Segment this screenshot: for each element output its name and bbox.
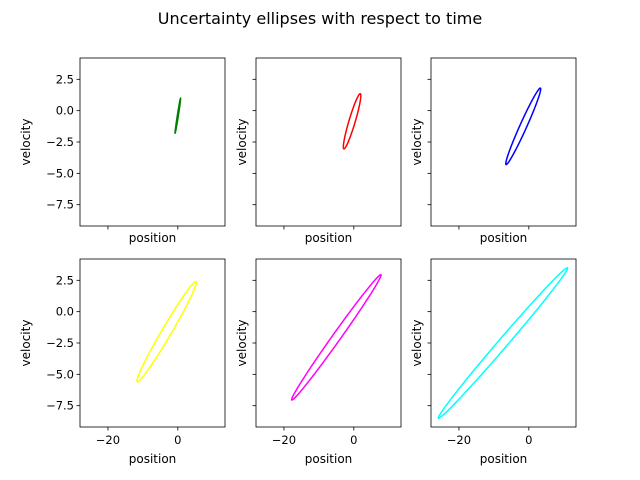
axes-frame: [79, 258, 226, 428]
axes-frame: [255, 57, 402, 227]
y-tick-label: 0.0: [56, 305, 74, 319]
x-tick-label: −20: [96, 433, 120, 447]
x-axis-label: position: [305, 452, 353, 466]
y-axis-label: velocity: [235, 320, 249, 367]
x-tick-label: 0: [350, 433, 357, 447]
y-tick-label: −2.5: [46, 135, 74, 149]
y-tick-label: −2.5: [46, 336, 74, 350]
subplot-5: −20 0 position velocity: [235, 258, 402, 466]
uncertainty-ellipse-4: [136, 280, 198, 383]
uncertainty-ellipse-5: [290, 273, 382, 401]
axes-frame: [430, 57, 577, 227]
subplot-6: −20 0 position velocity: [410, 258, 577, 466]
x-axis-label: position: [129, 231, 177, 245]
axes-frame: [430, 258, 577, 428]
y-tick-label: −7.5: [46, 399, 74, 413]
subplot-4: −20 0 2.5 0.0 −2.5 −5.0 −7.5 position velocity: [19, 258, 226, 466]
subplot-grid: 2.50.0−2.5−5.0−7.5positionvelocitypositi…: [19, 57, 577, 466]
x-tick-label: −20: [447, 433, 471, 447]
axes-frame: [79, 57, 226, 227]
subplot-2: position velocity: [235, 57, 402, 245]
uncertainty-ellipse-1: [174, 97, 182, 135]
y-tick-label: −5.0: [46, 166, 74, 180]
y-tick-label: 0.0: [56, 104, 74, 118]
uncertainty-ellipse-6: [437, 267, 569, 419]
subplot-1: 2.5 0.0 −2.5 −5.0 −7.5 position velocity: [19, 57, 226, 245]
y-tick-label: 2.5: [56, 273, 74, 287]
y-axis-label: velocity: [19, 320, 33, 367]
subplot-3: position velocity: [410, 57, 577, 245]
uncertainty-ellipse-2: [342, 92, 362, 150]
y-tick-label: −7.5: [46, 198, 74, 212]
y-axis-label: velocity: [410, 320, 424, 367]
axes-frame: [255, 258, 402, 428]
y-tick-label: 2.5: [56, 72, 74, 86]
x-tick-label: 0: [174, 433, 181, 447]
figure-title: Uncertainty ellipses with respect to tim…: [158, 9, 482, 28]
y-axis-label: velocity: [19, 119, 33, 166]
y-axis-label: velocity: [235, 119, 249, 166]
x-tick-label: −20: [272, 433, 296, 447]
x-axis-label: position: [480, 231, 528, 245]
x-axis-label: position: [129, 452, 177, 466]
x-axis-label: position: [480, 452, 528, 466]
x-tick-label: 0: [525, 433, 532, 447]
uncertainty-ellipse-3: [505, 87, 542, 166]
x-axis-label: position: [305, 231, 353, 245]
y-axis-label: velocity: [410, 119, 424, 166]
y-tick-label: −5.0: [46, 367, 74, 381]
